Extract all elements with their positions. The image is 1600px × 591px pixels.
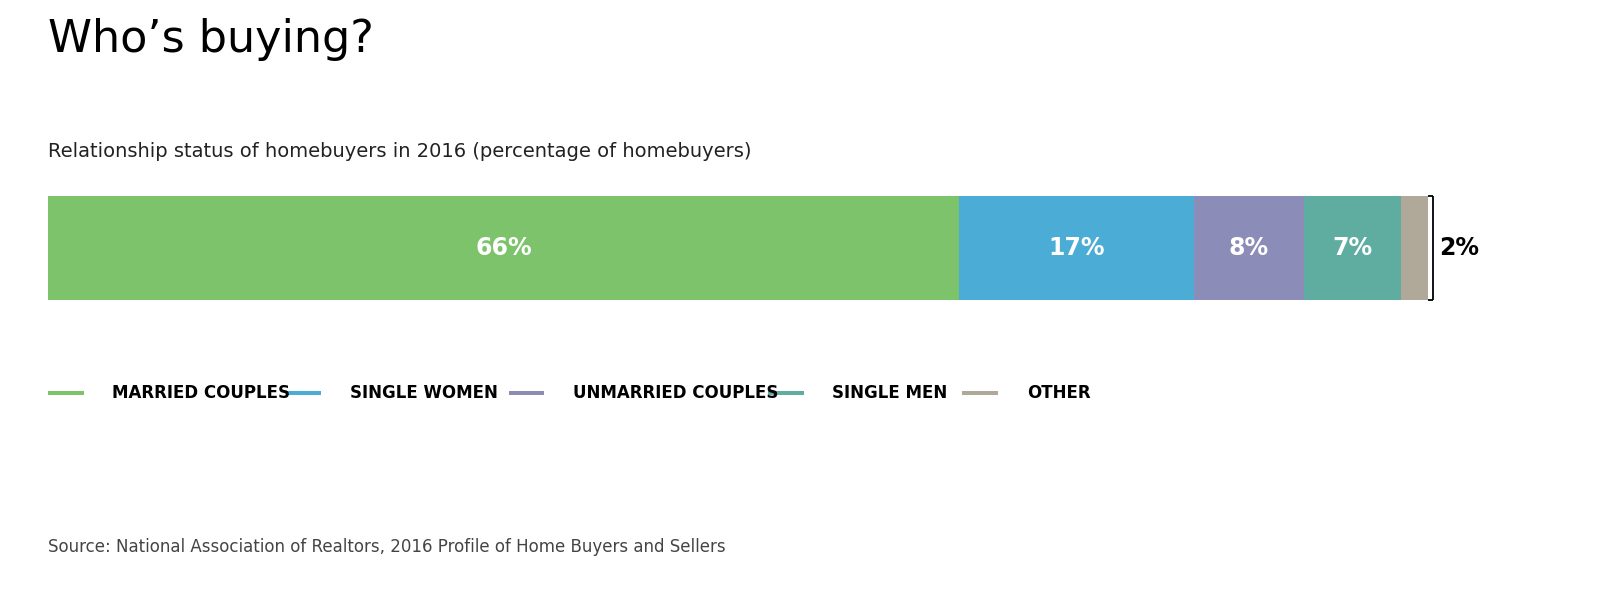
Bar bbox=[1400, 196, 1429, 300]
Bar bbox=[958, 196, 1194, 300]
Text: 7%: 7% bbox=[1333, 236, 1373, 260]
Bar bbox=[1304, 196, 1400, 300]
Text: UNMARRIED COUPLES: UNMARRIED COUPLES bbox=[573, 384, 779, 402]
Bar bbox=[48, 196, 958, 300]
Text: OTHER: OTHER bbox=[1027, 384, 1091, 402]
Text: 66%: 66% bbox=[475, 236, 531, 260]
Text: Relationship status of homebuyers in 2016 (percentage of homebuyers): Relationship status of homebuyers in 201… bbox=[48, 142, 752, 161]
Text: SINGLE WOMEN: SINGLE WOMEN bbox=[350, 384, 498, 402]
Bar bbox=[48, 391, 83, 395]
Text: Source: National Association of Realtors, 2016 Profile of Home Buyers and Seller: Source: National Association of Realtors… bbox=[48, 538, 726, 556]
Text: MARRIED COUPLES: MARRIED COUPLES bbox=[112, 384, 291, 402]
Text: Who’s buying?: Who’s buying? bbox=[48, 18, 374, 61]
Text: 17%: 17% bbox=[1048, 236, 1104, 260]
Text: 8%: 8% bbox=[1229, 236, 1269, 260]
Bar bbox=[286, 391, 322, 395]
Bar bbox=[1194, 196, 1304, 300]
Bar bbox=[509, 391, 544, 395]
Bar bbox=[963, 391, 998, 395]
Text: SINGLE MEN: SINGLE MEN bbox=[832, 384, 947, 402]
Bar bbox=[768, 391, 803, 395]
Text: 2%: 2% bbox=[1440, 236, 1480, 260]
